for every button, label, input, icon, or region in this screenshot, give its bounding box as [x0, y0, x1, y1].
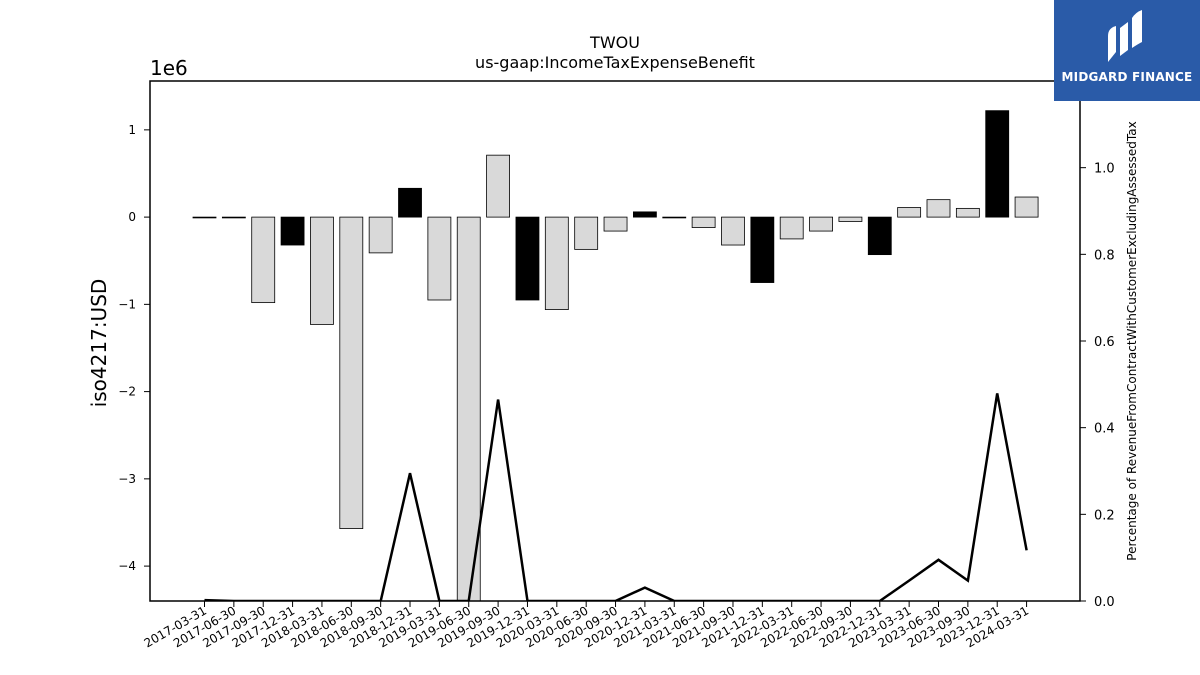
y-offset-label: 1e6 [150, 56, 188, 80]
bar [339, 216, 364, 529]
bar [427, 216, 452, 301]
bar [926, 199, 951, 218]
y-tick-label: −3 [118, 472, 136, 486]
chart-subtitle: us-gaap:IncomeTaxExpenseBenefit [475, 53, 755, 72]
bar [779, 216, 804, 240]
brand-name: MIDGARD FINANCE [1061, 70, 1193, 84]
y2-axis-ticks: 0.0 0.2 0.4 0.6 0.8 1.0 [1080, 162, 1115, 610]
bar [985, 110, 1010, 218]
bar [280, 216, 305, 246]
bar [721, 216, 745, 246]
x-axis-ticks: 2017-03-312017-06-302017-09-302017-12-31… [142, 601, 1031, 650]
bar [398, 187, 422, 218]
bar [368, 216, 393, 254]
bar [809, 216, 833, 232]
y2-tick-label: 0.4 [1094, 422, 1115, 437]
bar [838, 216, 863, 222]
bar [574, 216, 599, 250]
bar [544, 216, 569, 310]
bar [251, 216, 276, 304]
y2-tick-label: 0.8 [1094, 248, 1115, 263]
bar [221, 216, 246, 219]
y-tick-label: 0 [128, 210, 136, 224]
y2-tick-label: 1.0 [1094, 162, 1115, 177]
midgard-logo-icon [1108, 10, 1142, 62]
y2-tick-label: 0.0 [1094, 595, 1115, 610]
y-axis-label: iso4217:USD [87, 279, 111, 408]
plot-frame [149, 80, 1081, 602]
y-tick-label: −2 [118, 385, 136, 399]
bar [1014, 196, 1039, 218]
bars-layer [192, 110, 1039, 601]
bar [486, 154, 511, 218]
chart-title: TWOU [589, 33, 640, 52]
bar [456, 216, 481, 601]
bar [515, 216, 540, 301]
series-line [204, 393, 1028, 601]
bar [310, 216, 334, 325]
bar [192, 216, 217, 219]
y2-tick-label: 0.6 [1094, 335, 1115, 350]
bar [867, 216, 892, 256]
bar [691, 216, 716, 228]
bar [897, 207, 922, 218]
bar [955, 207, 980, 218]
y2-tick-label: 0.2 [1094, 508, 1115, 523]
y-tick-label: −1 [118, 297, 136, 311]
bar [662, 216, 687, 219]
y-tick-label: −4 [118, 559, 136, 573]
bar [603, 216, 628, 232]
line-layer [204, 393, 1028, 601]
brand-logo: MIDGARD FINANCE [1054, 0, 1200, 101]
bar [750, 216, 775, 283]
bar [633, 211, 657, 218]
y2-axis-label: Percentage of RevenueFromContractWithCus… [1125, 121, 1139, 560]
y-axis-ticks: −4 −3 −2 −1 0 1 [118, 123, 150, 573]
y-tick-label: 1 [128, 123, 136, 137]
